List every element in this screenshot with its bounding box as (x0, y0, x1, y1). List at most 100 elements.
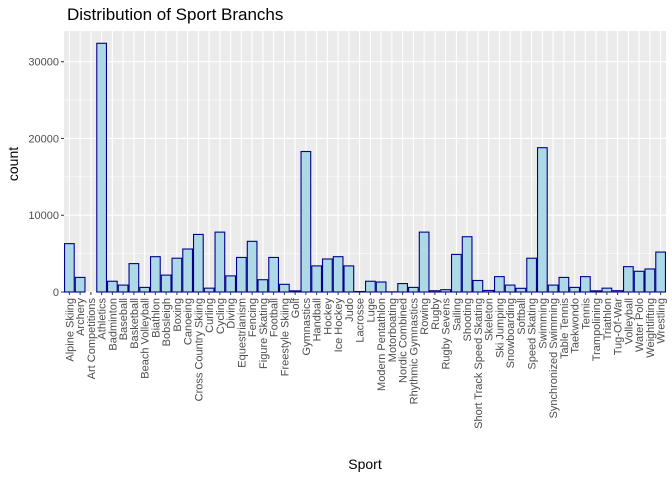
bar-hockey (321, 258, 333, 293)
x-tick-label: Equestrianism (236, 298, 248, 368)
bar-softball (515, 287, 527, 293)
bar-curling (203, 287, 215, 293)
x-tick-label: Athletics (97, 298, 109, 340)
bar-baseball (117, 284, 129, 293)
bar-volleyball (622, 266, 634, 293)
x-tick-label: Wrestling (656, 298, 668, 344)
x-tick-label: Rugby Sevens (441, 298, 453, 370)
x-tick-label: Snowboarding (505, 298, 517, 368)
x-tick-label: Taekwondo (570, 298, 582, 354)
y-axis: 0 10000 20000 30000 (28, 57, 64, 299)
bar-rowing (418, 231, 430, 293)
bar-badminton (106, 280, 118, 293)
x-tick-label: Triathlon (602, 298, 614, 340)
bar-equestrianism (235, 256, 247, 293)
x-tick-label: Diving (226, 298, 238, 329)
bar-tennis (579, 276, 591, 293)
bar-beach-volleyball (139, 286, 151, 293)
x-tick-label: Short Track Speed Skating (473, 298, 485, 429)
y-tick-label: 10000 (28, 210, 59, 222)
grid-minor (64, 99, 666, 254)
bar-judo (343, 265, 355, 293)
x-tick-label: Football (269, 298, 281, 337)
x-tick-label: Gymnastics (301, 298, 313, 356)
bar-skeleton (483, 289, 495, 293)
x-tick-label: Biathlon (150, 298, 162, 338)
bar-boxing (171, 257, 183, 293)
x-tick-label: Tennis (580, 298, 592, 330)
bar-biathlon (149, 256, 161, 293)
bar-football (268, 256, 280, 293)
x-tick-label: Speed Skating (527, 298, 539, 370)
bar-snowboarding (504, 284, 516, 293)
bar-tug-of-war (612, 290, 624, 293)
bar-gymnastics (300, 150, 312, 293)
x-tick-label: Ski Jumping (494, 298, 506, 358)
bar-triathlon (601, 287, 613, 293)
x-tick-label: Softball (516, 298, 528, 335)
plot-panel (64, 31, 666, 292)
x-tick-label: Shooting (462, 298, 474, 341)
x-tick-label: Hockey (322, 298, 334, 335)
chart-title: Distribution of Sport Branchs (67, 5, 284, 24)
x-tick-label: Rugby (430, 298, 442, 330)
x-tick-label: Luge (365, 298, 377, 322)
y-tick-label: 20000 (28, 133, 59, 145)
bar-trampolining (590, 290, 602, 293)
bar-nordic-combined (397, 283, 409, 293)
bar-table-tennis (558, 276, 570, 293)
x-tick-label: Fencing (247, 298, 259, 337)
bar-wrestling (655, 251, 667, 293)
x-tick-label: Freestyle Skiing (279, 298, 291, 376)
x-tick-label: Ice Hockey (333, 298, 345, 353)
bar-diving (225, 275, 237, 293)
x-tick-label: Water Polo (634, 298, 646, 352)
x-tick-label: Modern Pentathlon (376, 298, 388, 391)
bar-modern-pentathlon (375, 281, 387, 293)
bar-rhythmic-gymnastics (407, 286, 419, 293)
x-tick-label: Curling (204, 298, 216, 333)
x-axis-title: Sport (348, 456, 382, 472)
bar-figure-skating (257, 279, 269, 293)
bar-golf (289, 290, 301, 293)
bar-bobsleigh (160, 274, 172, 293)
x-tick-label: Skeleton (484, 298, 496, 341)
bar-synchronized-swimming (547, 284, 559, 293)
x-tick-label: Table Tennis (559, 298, 571, 359)
y-axis-title: count (5, 147, 21, 181)
x-tick-label: Archery (75, 298, 87, 336)
bar-cross-country-skiing (192, 233, 204, 293)
bar-handball (311, 265, 323, 293)
x-tick-label: Beach Volleyball (140, 298, 152, 379)
x-tick-label: Canoeing (183, 298, 195, 345)
y-tick-label: 30000 (28, 57, 59, 69)
bar-short-track-speed-skating (472, 279, 484, 293)
x-tick-label: Basketball (129, 298, 141, 349)
x-tick-label: Sailing (451, 298, 463, 331)
x-tick-label: Figure Skating (258, 298, 270, 369)
bar-weightlifting (644, 268, 656, 293)
bar-basketball (128, 263, 140, 293)
x-tick-label: Handball (312, 298, 324, 341)
bar-alpine-skiing (63, 243, 75, 293)
bar-swimming (536, 147, 548, 293)
bar-fencing (246, 240, 258, 293)
bar-canoeing (182, 248, 194, 293)
x-tick-label: Lacrosse (355, 298, 367, 343)
x-tick-label: Judo (344, 298, 356, 322)
x-tick-label: Boxing (172, 298, 184, 332)
x-tick-label: Bobsleigh (161, 298, 173, 346)
x-tick-label: Swimming (537, 298, 549, 349)
x-tick-label: Rowing (419, 298, 431, 335)
x-tick-label: Art Competitions (86, 298, 98, 380)
x-tick-label: Cycling (215, 298, 227, 334)
bar-freestyle-skiing (278, 283, 290, 293)
bar-luge (364, 280, 376, 293)
bar-sailing (450, 253, 462, 293)
x-tick-label: Motorboating (387, 298, 399, 362)
x-tick-label: Nordic Combined (398, 298, 410, 383)
x-tick-label: Tug-Of-War (613, 298, 625, 356)
x-tick-label: Golf (290, 297, 302, 318)
